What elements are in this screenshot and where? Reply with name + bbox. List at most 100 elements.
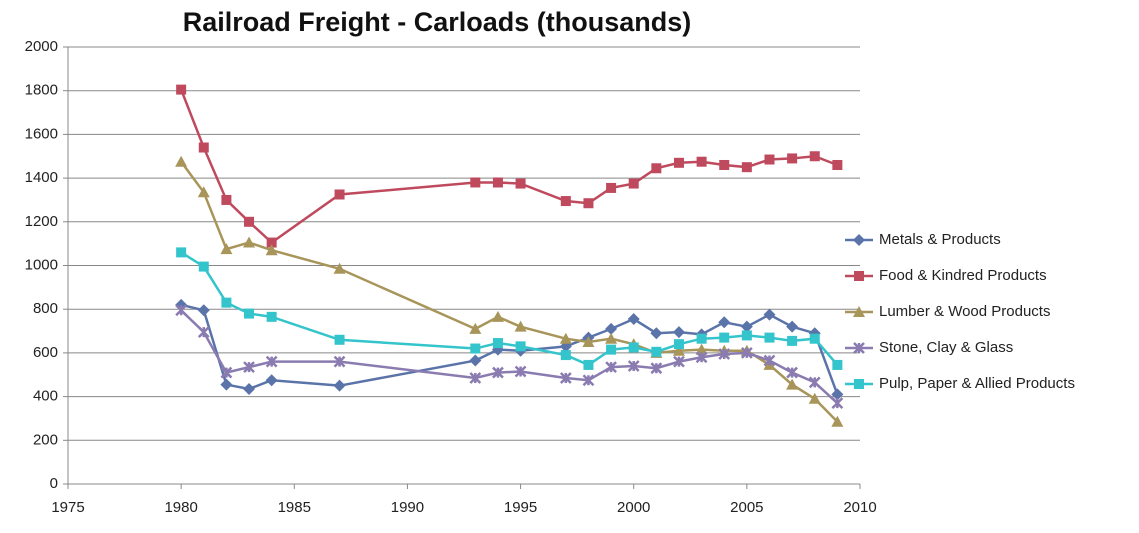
point	[673, 157, 684, 168]
point	[492, 366, 504, 379]
point	[221, 297, 232, 308]
point	[808, 376, 821, 389]
point	[695, 351, 708, 364]
point	[244, 216, 255, 227]
point	[333, 262, 346, 274]
point	[492, 177, 503, 188]
point	[515, 178, 526, 189]
x-tick-label: 1985	[278, 499, 311, 516]
series-line	[180, 251, 839, 367]
point	[696, 333, 707, 344]
point	[605, 361, 617, 373]
x-tick-label: 1995	[504, 499, 537, 516]
point	[334, 189, 345, 200]
x-tick-label: 1990	[391, 499, 424, 516]
legend-label: Stone, Clay & Glass	[879, 339, 1013, 356]
point	[470, 177, 481, 188]
point	[809, 333, 820, 344]
point	[740, 320, 753, 333]
point	[559, 332, 572, 344]
point	[763, 354, 776, 367]
point	[650, 362, 663, 375]
point	[582, 374, 595, 387]
series-line	[179, 89, 838, 245]
point	[198, 261, 209, 272]
point	[176, 247, 187, 258]
y-tick-label: 1000	[25, 256, 58, 273]
point	[469, 354, 482, 367]
point	[266, 311, 277, 322]
point	[220, 378, 233, 391]
x-tick-label: 1980	[164, 499, 197, 516]
legend-label: Food & Kindred Products	[879, 267, 1047, 284]
point	[606, 182, 617, 193]
series-line	[180, 160, 839, 423]
point	[515, 341, 526, 352]
point	[672, 344, 685, 356]
y-tick-label: 0	[50, 475, 58, 492]
point	[627, 313, 640, 326]
y-tick-label: 600	[33, 344, 58, 361]
point	[197, 326, 210, 339]
point	[334, 334, 345, 345]
point	[559, 372, 572, 384]
point	[470, 343, 481, 354]
point	[265, 355, 278, 368]
point	[514, 365, 527, 378]
point	[651, 346, 662, 357]
point	[786, 378, 799, 390]
point	[718, 348, 731, 360]
y-tick-label: 400	[33, 388, 58, 405]
point	[243, 382, 256, 395]
legend-marker	[853, 306, 865, 317]
x-tick-label: 2000	[617, 499, 650, 516]
legend-marker	[854, 379, 864, 389]
point	[606, 344, 617, 355]
point	[718, 316, 731, 329]
legend-label: Pulp, Paper & Allied Products	[879, 375, 1075, 392]
legend-label: Metals & Products	[879, 231, 1001, 248]
point	[787, 335, 798, 346]
point	[605, 332, 618, 344]
point	[809, 151, 820, 162]
legend-label: Lumber & Wood Products	[879, 303, 1050, 320]
point	[197, 186, 210, 198]
point	[650, 327, 663, 340]
point	[469, 372, 482, 384]
point	[832, 159, 843, 170]
y-tick-label: 200	[33, 431, 58, 448]
point	[469, 322, 482, 334]
point	[628, 178, 639, 189]
point	[266, 237, 277, 248]
point	[832, 359, 843, 370]
point	[651, 163, 662, 174]
point	[198, 142, 209, 153]
point	[333, 379, 346, 392]
point	[265, 244, 278, 256]
point	[221, 194, 232, 205]
point	[560, 350, 571, 361]
point	[333, 355, 346, 368]
point	[741, 162, 752, 173]
point	[220, 366, 233, 379]
point	[740, 347, 753, 359]
point	[672, 326, 685, 339]
point	[220, 243, 233, 255]
point	[627, 360, 640, 372]
point	[265, 374, 278, 387]
point	[175, 304, 188, 317]
point	[583, 198, 594, 209]
y-tick-label: 1400	[25, 169, 58, 186]
point	[787, 153, 798, 164]
point	[808, 392, 821, 404]
point	[175, 155, 188, 167]
point	[831, 415, 844, 427]
point	[514, 320, 527, 332]
point	[741, 330, 752, 341]
point	[696, 156, 707, 167]
point	[176, 84, 187, 95]
point	[719, 332, 730, 343]
point	[673, 339, 684, 350]
point	[786, 366, 798, 379]
